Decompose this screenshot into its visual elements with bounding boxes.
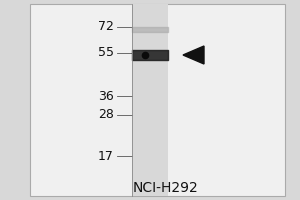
Bar — [30, 4, 285, 196]
Text: 36: 36 — [98, 90, 114, 102]
Text: 17: 17 — [98, 150, 114, 162]
Polygon shape — [183, 46, 204, 64]
Text: 28: 28 — [98, 108, 114, 121]
Text: 55: 55 — [98, 46, 114, 60]
Text: NCI-H292: NCI-H292 — [132, 181, 198, 195]
Bar — [132, 4, 168, 196]
Text: 72: 72 — [98, 21, 114, 33]
